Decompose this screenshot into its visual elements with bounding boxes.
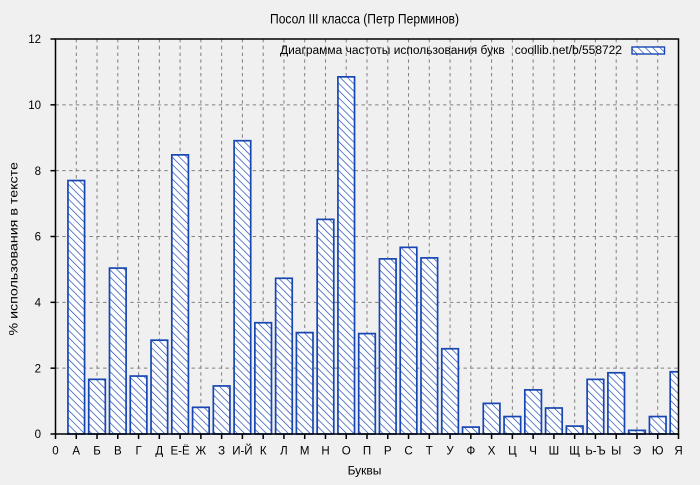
svg-text:Н: Н [321, 445, 329, 457]
svg-text:% использования в тексте: % использования в тексте [9, 162, 21, 335]
svg-text:Э: Э [633, 445, 641, 457]
svg-text:Р: Р [384, 445, 392, 457]
svg-text:С: С [404, 445, 412, 457]
svg-text:Посол III класса (Петр Пермино: Посол III класса (Петр Перминов) [270, 11, 459, 27]
svg-text:Буквы: Буквы [348, 463, 382, 477]
svg-text:К: К [260, 445, 267, 457]
svg-text:2: 2 [35, 363, 41, 375]
svg-text:Х: Х [488, 445, 496, 457]
svg-text:Д: Д [155, 445, 163, 457]
svg-text:Б: Б [93, 445, 101, 457]
svg-text:З: З [218, 445, 225, 457]
svg-text:12: 12 [28, 34, 41, 46]
svg-text:Ч: Ч [529, 445, 537, 457]
svg-text:Ш: Ш [549, 445, 560, 457]
svg-text:Ц: Ц [508, 445, 517, 457]
svg-text:Ы: Ы [611, 445, 621, 457]
svg-text:О: О [342, 445, 351, 457]
svg-text:А: А [72, 445, 80, 457]
svg-text:Г: Г [135, 445, 142, 457]
svg-text:10: 10 [28, 100, 41, 112]
svg-text:Е-Ё: Е-Ё [171, 445, 191, 457]
svg-text:У: У [446, 445, 454, 457]
svg-text:4: 4 [35, 297, 42, 309]
svg-text:Диаграмма частоты использовани: Диаграмма частоты использования букв coo… [280, 45, 622, 57]
svg-text:В: В [114, 445, 122, 457]
svg-text:И-Й: И-Й [232, 444, 252, 457]
svg-text:8: 8 [35, 166, 41, 178]
svg-text:Т: Т [426, 445, 433, 457]
svg-text:Ф: Ф [466, 445, 475, 457]
svg-text:П: П [363, 445, 371, 457]
svg-text:0: 0 [35, 429, 41, 441]
svg-text:М: М [300, 445, 310, 457]
svg-text:0: 0 [52, 445, 58, 457]
svg-text:Л: Л [280, 445, 288, 457]
svg-text:6: 6 [35, 232, 41, 244]
svg-text:Ь-Ъ: Ь-Ъ [585, 445, 605, 457]
svg-text:Я: Я [674, 445, 682, 457]
svg-text:Ю: Ю [652, 445, 664, 457]
svg-text:Ж: Ж [196, 445, 207, 457]
svg-text:Щ: Щ [569, 445, 580, 457]
